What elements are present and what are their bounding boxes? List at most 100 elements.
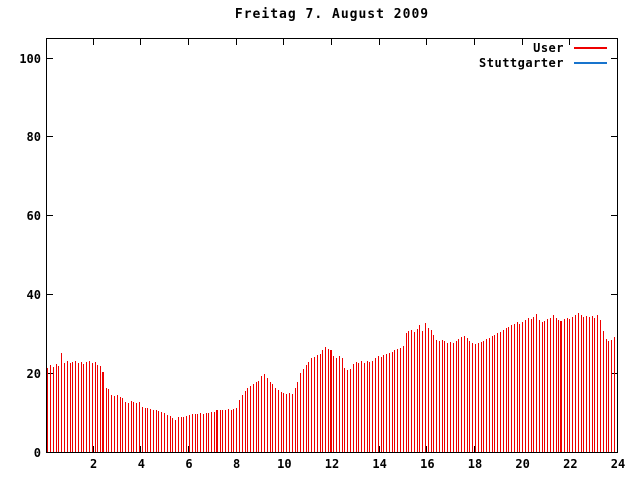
impulse-bar	[133, 402, 134, 453]
impulse-bar	[611, 340, 612, 453]
impulse-bar	[600, 320, 601, 453]
impulse-bar	[528, 318, 529, 453]
impulse-bar	[558, 320, 559, 453]
impulse-bar	[131, 401, 132, 453]
impulse-bar	[189, 415, 190, 453]
impulse-bar	[569, 319, 570, 453]
impulse-bar	[281, 392, 282, 453]
impulse-bar	[250, 386, 251, 453]
impulse-bar	[450, 342, 451, 453]
impulse-bar	[542, 322, 543, 453]
impulse-bar	[150, 409, 151, 453]
impulse-bar	[511, 325, 512, 453]
impulse-bar	[475, 344, 476, 453]
impulse-bar	[186, 416, 187, 453]
impulse-bar	[419, 325, 420, 453]
impulse-bar	[383, 355, 384, 453]
impulse-bar	[378, 356, 379, 453]
impulse-bar	[111, 395, 112, 453]
impulse-bar	[444, 341, 445, 453]
impulse-bar	[139, 402, 140, 453]
x-tick-label: 4	[137, 457, 145, 471]
impulse-bar	[278, 390, 279, 453]
impulse-bar	[369, 362, 370, 453]
impulse-bar	[225, 410, 226, 453]
legend-item-user: User	[479, 40, 607, 55]
x-tick-label: 20	[515, 457, 530, 471]
impulse-bar	[178, 417, 179, 453]
x-tick-label: 8	[233, 457, 241, 471]
impulse-bar	[236, 408, 237, 453]
impulse-bar	[322, 350, 323, 453]
impulse-bar	[222, 410, 223, 453]
impulse-bar	[500, 332, 501, 453]
impulse-bar	[447, 343, 448, 453]
impulse-bar	[56, 364, 57, 453]
impulse-bar	[245, 391, 246, 453]
impulse-bar	[458, 339, 459, 453]
impulse-bar	[147, 408, 148, 453]
impulse-bar	[578, 313, 579, 453]
impulse-bar	[47, 368, 48, 453]
impulse-bar	[594, 318, 595, 453]
impulse-bar	[311, 358, 312, 453]
impulse-bar	[525, 320, 526, 453]
impulse-bar	[292, 394, 293, 453]
impulse-bar	[183, 417, 184, 453]
impulse-bar	[489, 338, 490, 453]
impulse-bar	[506, 328, 507, 453]
impulse-bar	[514, 324, 515, 453]
impulse-bar	[258, 381, 259, 453]
impulse-bar	[544, 321, 545, 453]
impulse-bar	[70, 363, 71, 453]
impulse-bar	[408, 331, 409, 453]
impulse-bar	[233, 409, 234, 453]
impulse-bar	[442, 340, 443, 453]
impulse-bar	[117, 395, 118, 453]
impulse-bar	[603, 331, 604, 453]
impulse-bar	[417, 329, 418, 453]
impulse-bar	[283, 393, 284, 453]
impulse-bar-emphasized	[102, 372, 104, 453]
impulse-bar	[200, 413, 201, 453]
impulse-bar-emphasized	[216, 410, 218, 453]
plot-border	[46, 38, 618, 453]
impulse-bar	[519, 324, 520, 453]
impulse-bar	[58, 366, 59, 453]
impulse-bar	[381, 357, 382, 453]
impulse-bar	[114, 396, 115, 453]
impulse-bar	[297, 382, 298, 453]
impulse-bar	[120, 397, 121, 453]
impulse-bar	[72, 362, 73, 453]
impulse-bar	[242, 395, 243, 453]
impulse-bar	[422, 331, 423, 453]
impulse-bar	[461, 337, 462, 453]
impulse-bar	[295, 388, 296, 453]
impulse-bar	[342, 358, 343, 453]
x-tick-label: 6	[185, 457, 193, 471]
x-tick-label: 24	[610, 457, 626, 471]
impulse-bar	[303, 369, 304, 453]
impulse-bar	[158, 411, 159, 453]
x-tick-label: 14	[372, 457, 387, 471]
impulse-bar	[214, 412, 215, 453]
impulse-bar	[86, 362, 87, 453]
impulse-bar	[75, 361, 76, 453]
impulse-bar	[61, 353, 62, 453]
impulse-bar	[53, 367, 54, 453]
impulse-bar	[145, 408, 146, 453]
impulse-bar	[375, 358, 376, 453]
impulse-bar	[469, 341, 470, 453]
impulse-bar	[358, 363, 359, 453]
impulse-bar	[533, 317, 534, 453]
impulse-bar	[486, 339, 487, 453]
impulse-bar	[286, 394, 287, 453]
impulse-bar	[547, 319, 548, 453]
legend: User Stuttgarter	[479, 40, 607, 70]
impulse-bar	[142, 407, 143, 453]
impulse-bar	[300, 373, 301, 453]
impulse-bar	[308, 362, 309, 453]
impulse-bar	[136, 403, 137, 453]
impulse-bar	[206, 413, 207, 453]
